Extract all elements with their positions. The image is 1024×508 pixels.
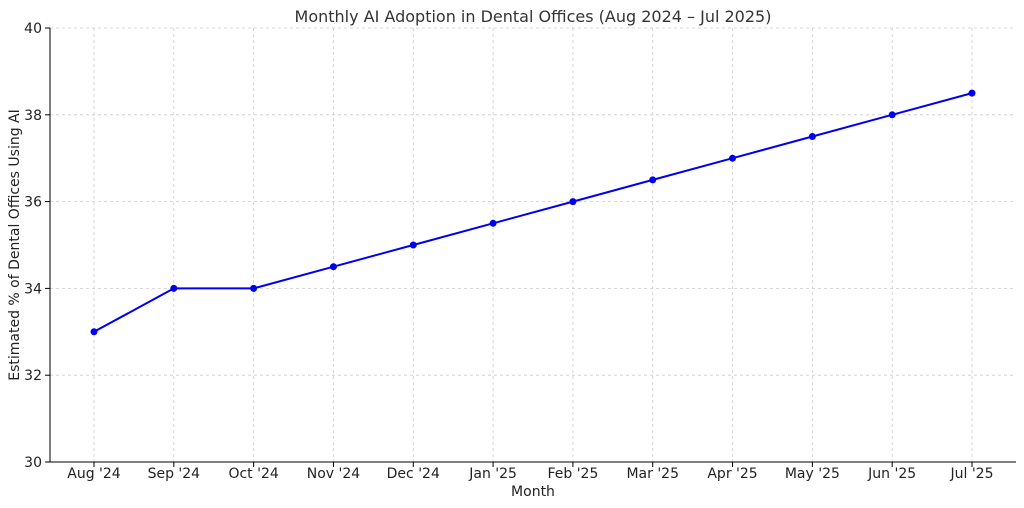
data-point [808,133,816,140]
y-tick-label: 40 [24,21,42,37]
grid [50,27,1016,463]
x-tick-label: Jul '25 [949,466,993,482]
x-tick-label: Sep '24 [148,466,201,482]
y-axis-label: Estimated % of Dental Offices Using AI [7,109,23,381]
data-point [649,176,657,184]
data-point [90,328,98,336]
data-point [729,154,737,162]
y-tick-label: 34 [24,281,42,297]
y-tick-label: 32 [24,368,42,384]
x-tick-label: Apr '25 [707,466,757,482]
x-tick-label: Jun '25 [867,466,916,482]
x-tick-label: Jan '25 [468,466,517,482]
data-point [329,263,337,271]
x-tick-label: Nov '24 [307,466,361,482]
x-tick-label: Aug '24 [67,466,121,482]
x-tick-label: Oct '24 [228,466,278,482]
x-tick-label: Mar '25 [626,466,679,482]
x-tick-label: Feb '25 [547,466,598,482]
x-axis-label: Month [511,484,555,500]
data-point [489,219,497,227]
axes [49,28,1016,463]
y-tick-label: 38 [24,108,42,124]
y-ticks: 30 32 34 36 38 40 [24,21,50,471]
x-tick-label: May '25 [785,466,840,482]
data-point [569,198,577,206]
data-point [409,241,417,249]
data-point [250,284,258,292]
data-point [170,284,178,292]
series-line [93,92,973,333]
x-tick-label: Dec '24 [387,466,440,482]
data-point [968,89,976,97]
series [90,89,976,336]
chart-title: Monthly AI Adoption in Dental Offices (A… [295,7,772,26]
x-ticks: Aug '24 Sep '24 Oct '24 Nov '24 Dec '24 Jan '… [67,462,994,482]
data-point [888,111,896,119]
y-tick-label: 36 [24,195,42,211]
y-tick-label: 30 [24,455,42,471]
